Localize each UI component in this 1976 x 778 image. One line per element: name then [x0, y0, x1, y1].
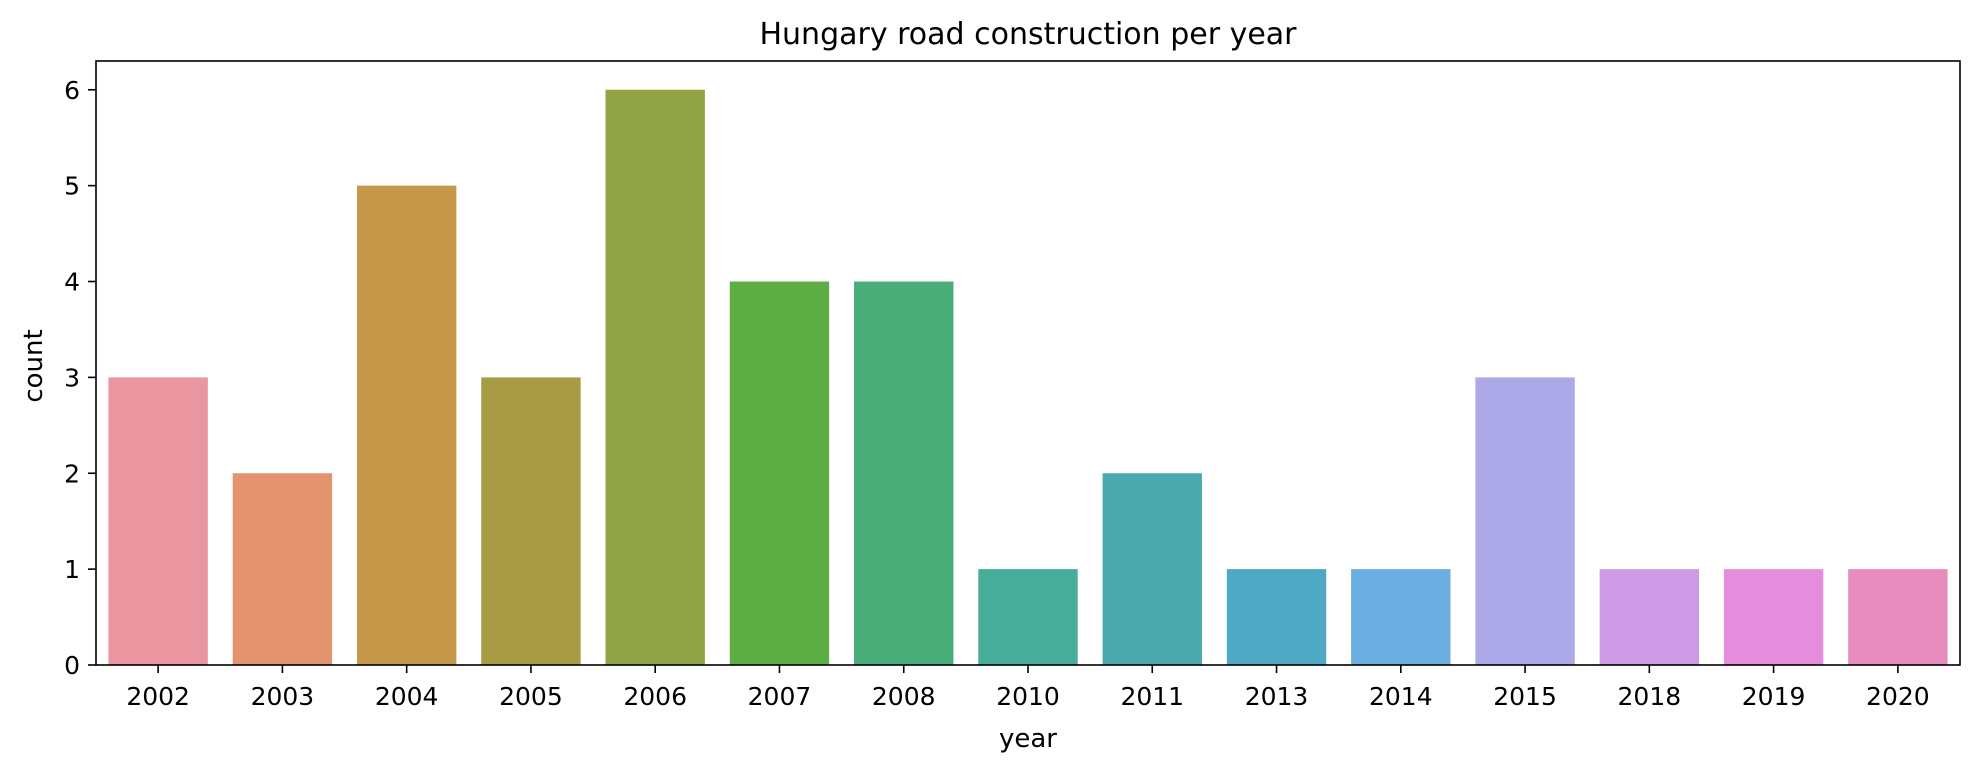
x-tick-label: 2014: [1369, 682, 1433, 711]
bars-group: [108, 89, 1948, 665]
x-tick-label: 2010: [996, 682, 1060, 711]
y-tick-label: 6: [64, 76, 80, 105]
bar-2020: [1848, 569, 1948, 665]
x-tick-label: 2018: [1618, 682, 1682, 711]
y-tick-label: 4: [64, 268, 80, 297]
x-tick-label: 2019: [1742, 682, 1806, 711]
y-tick-label: 3: [64, 363, 80, 392]
bar-2019: [1723, 569, 1824, 665]
y-tick-label: 0: [64, 651, 80, 680]
x-tick-label: 2007: [748, 682, 812, 711]
y-tick-label: 5: [64, 172, 80, 201]
bar-2013: [1226, 569, 1327, 665]
x-tick-label: 2011: [1120, 682, 1184, 711]
plot-frame: [95, 60, 1961, 666]
y-axis-ticks: 0 1 2 3 4 5 6: [64, 76, 96, 680]
bar-2002: [108, 377, 208, 665]
bar-2015: [1475, 377, 1575, 665]
bar-2006: [605, 89, 705, 665]
x-axis-label: year: [999, 724, 1057, 754]
x-tick-label: 2003: [251, 682, 315, 711]
x-tick-label: 2015: [1493, 682, 1557, 711]
y-axis-label: count: [19, 329, 49, 402]
bar-2018: [1599, 569, 1700, 665]
bar-2008: [854, 281, 954, 665]
bar-2014: [1351, 569, 1451, 665]
x-tick-label: 2013: [1245, 682, 1309, 711]
x-tick-label: 2006: [623, 682, 687, 711]
bar-2004: [356, 185, 457, 665]
chart-title: Hungary road construction per year: [759, 17, 1297, 52]
bar-2011: [1102, 473, 1202, 665]
x-tick-label: 2005: [499, 682, 563, 711]
bar-2005: [481, 377, 581, 665]
y-tick-label: 1: [64, 555, 80, 584]
x-tick-label: 2002: [126, 682, 190, 711]
x-tick-label: 2004: [375, 682, 439, 711]
x-axis-ticks: 2002 2003 2004 2005 2006 2007 2008 2010 2011 2013…: [126, 665, 1930, 711]
bar-2007: [729, 281, 830, 665]
x-tick-label: 2020: [1866, 682, 1930, 711]
y-tick-label: 2: [64, 459, 80, 488]
x-tick-label: 2008: [872, 682, 936, 711]
bar-2010: [978, 569, 1078, 665]
bar-2003: [232, 473, 333, 665]
